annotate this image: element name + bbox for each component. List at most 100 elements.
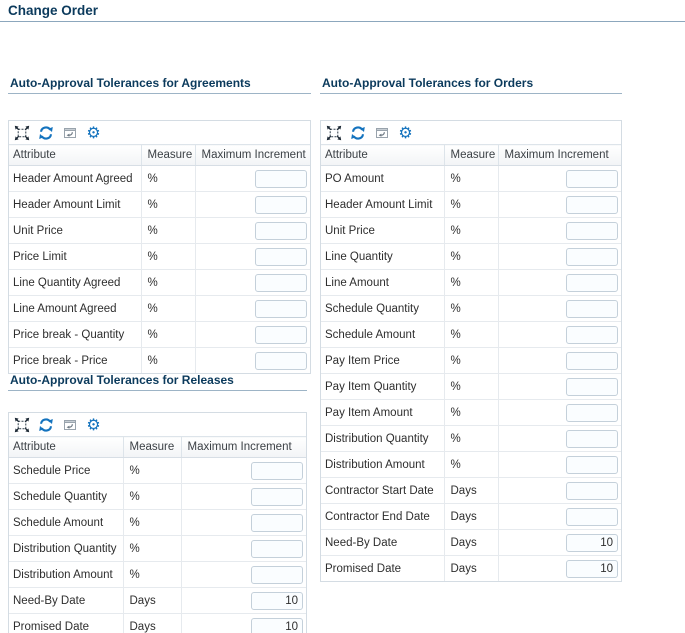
maximum-increment-input[interactable] (566, 325, 618, 344)
maximum-increment-input[interactable] (566, 455, 618, 474)
maximum-increment-input[interactable] (566, 533, 618, 552)
measure-cell: % (123, 483, 182, 510)
maximum-increment-input[interactable] (255, 325, 307, 344)
attribute-cell: Need-By Date (9, 587, 124, 614)
settings-gear-icon[interactable]: ⚙ (85, 124, 102, 141)
settings-gear-icon[interactable]: ⚙ (85, 416, 102, 433)
maximum-increment-input[interactable] (566, 559, 618, 578)
table-row: Schedule Price% (9, 457, 306, 484)
tolerance-table: Attribute Measure Maximum Increment PO A… (321, 144, 621, 581)
table-row: Need-By Date Days (321, 529, 621, 556)
table-frame: ⚙ Attribute Measure Maximum Increment Sc… (8, 412, 307, 633)
maximum-increment-input[interactable] (566, 169, 618, 188)
attribute-cell: Price Limit (9, 243, 142, 270)
table-row: Price Limit% (9, 243, 310, 270)
maximum-increment-input[interactable] (255, 195, 307, 214)
table-row: Header Amount Limit% (321, 191, 621, 218)
refresh-icon[interactable] (37, 124, 54, 141)
maximum-increment-input[interactable] (566, 429, 618, 448)
maximum-increment-input[interactable] (255, 169, 307, 188)
measure-cell: % (444, 321, 499, 348)
window-restore-icon[interactable] (373, 124, 390, 141)
measure-cell: % (141, 347, 196, 373)
maximum-increment-input[interactable] (255, 273, 307, 292)
attribute-cell: Need-By Date (321, 529, 445, 556)
measure-cell: Days (444, 477, 499, 504)
maximum-increment-input[interactable] (251, 513, 303, 532)
maximum-increment-input[interactable] (255, 247, 307, 266)
maximum-increment-input[interactable] (251, 617, 303, 633)
measure-cell: % (444, 243, 499, 270)
table-header-row: Attribute Measure Maximum Increment (321, 144, 621, 166)
settings-gear-icon-glyph: ⚙ (86, 122, 101, 142)
maximum-increment-cell (195, 348, 310, 374)
table-frame: ⚙ Attribute Measure Maximum Increment He… (8, 120, 311, 374)
section-title: Auto-Approval Tolerances for Orders (320, 74, 622, 94)
table-row: Pay Item Quantity% (321, 373, 621, 400)
maximum-increment-input[interactable] (566, 247, 618, 266)
refresh-icon[interactable] (37, 416, 54, 433)
attribute-cell: Pay Item Amount (321, 399, 445, 426)
table-row: Header Amount Limit% (9, 191, 310, 218)
maximum-increment-input[interactable] (566, 481, 618, 500)
measure-cell: % (444, 269, 499, 296)
maximum-increment-input[interactable] (566, 195, 618, 214)
measure-cell: % (444, 373, 499, 400)
maximum-increment-input[interactable] (566, 273, 618, 292)
maximum-increment-input[interactable] (255, 221, 307, 240)
maximum-increment-input[interactable] (251, 591, 303, 610)
window-restore-icon[interactable] (61, 416, 78, 433)
attribute-cell: Schedule Quantity (9, 483, 124, 510)
maximum-increment-input[interactable] (566, 403, 618, 422)
window-restore-icon-glyph (63, 127, 76, 138)
detach-icon[interactable] (13, 416, 30, 433)
attribute-cell: Pay Item Price (321, 347, 445, 374)
window-restore-icon[interactable] (61, 124, 78, 141)
maximum-increment-input[interactable] (251, 565, 303, 584)
attribute-cell: Distribution Amount (321, 451, 445, 478)
maximum-increment-input[interactable] (566, 221, 618, 240)
maximum-increment-cell (498, 191, 621, 218)
table-header-row: Attribute Measure Maximum Increment (9, 436, 306, 458)
maximum-increment-cell (181, 561, 306, 588)
maximum-increment-input[interactable] (566, 351, 618, 370)
section-releases: Auto-Approval Tolerances for Releases (8, 371, 307, 633)
measure-cell: % (123, 509, 182, 536)
table-row: Pay Item Amount% (321, 399, 621, 426)
maximum-increment-input[interactable] (566, 507, 618, 526)
refresh-icon[interactable] (349, 124, 366, 141)
maximum-increment-input[interactable] (251, 487, 303, 506)
table-row: Header Amount Agreed% (9, 165, 310, 192)
attribute-cell: Header Amount Limit (321, 191, 445, 218)
attribute-cell: Line Quantity (321, 243, 445, 270)
maximum-increment-cell (195, 295, 310, 322)
maximum-increment-cell (498, 347, 621, 374)
table-row: Schedule Quantity% (321, 295, 621, 322)
detach-icon[interactable] (325, 124, 342, 141)
table-row: PO Amount% (321, 165, 621, 192)
maximum-increment-input[interactable] (566, 377, 618, 396)
maximum-increment-input[interactable] (251, 539, 303, 558)
attribute-cell: Line Amount Agreed (9, 295, 142, 322)
detach-icon[interactable] (13, 124, 30, 141)
settings-gear-icon[interactable]: ⚙ (397, 124, 414, 141)
measure-cell: Days (123, 587, 182, 614)
table-row: Schedule Quantity% (9, 483, 306, 510)
maximum-increment-input[interactable] (255, 299, 307, 318)
page-title-divider (0, 21, 685, 22)
table-row: Promised Date Days (9, 613, 306, 633)
attribute-cell: Promised Date (321, 555, 445, 581)
attribute-cell: Header Amount Agreed (9, 165, 142, 192)
maximum-increment-cell (498, 295, 621, 322)
measure-cell: % (123, 457, 182, 484)
maximum-increment-input[interactable] (255, 351, 307, 370)
detach-icon-glyph (14, 125, 29, 140)
maximum-increment-cell (195, 243, 310, 270)
maximum-increment-input[interactable] (251, 461, 303, 480)
maximum-increment-input[interactable] (566, 299, 618, 318)
measure-cell: % (444, 165, 499, 192)
measure-cell: Days (444, 555, 499, 581)
section-orders: Auto-Approval Tolerances for Orders (320, 74, 622, 582)
maximum-increment-cell (195, 321, 310, 348)
